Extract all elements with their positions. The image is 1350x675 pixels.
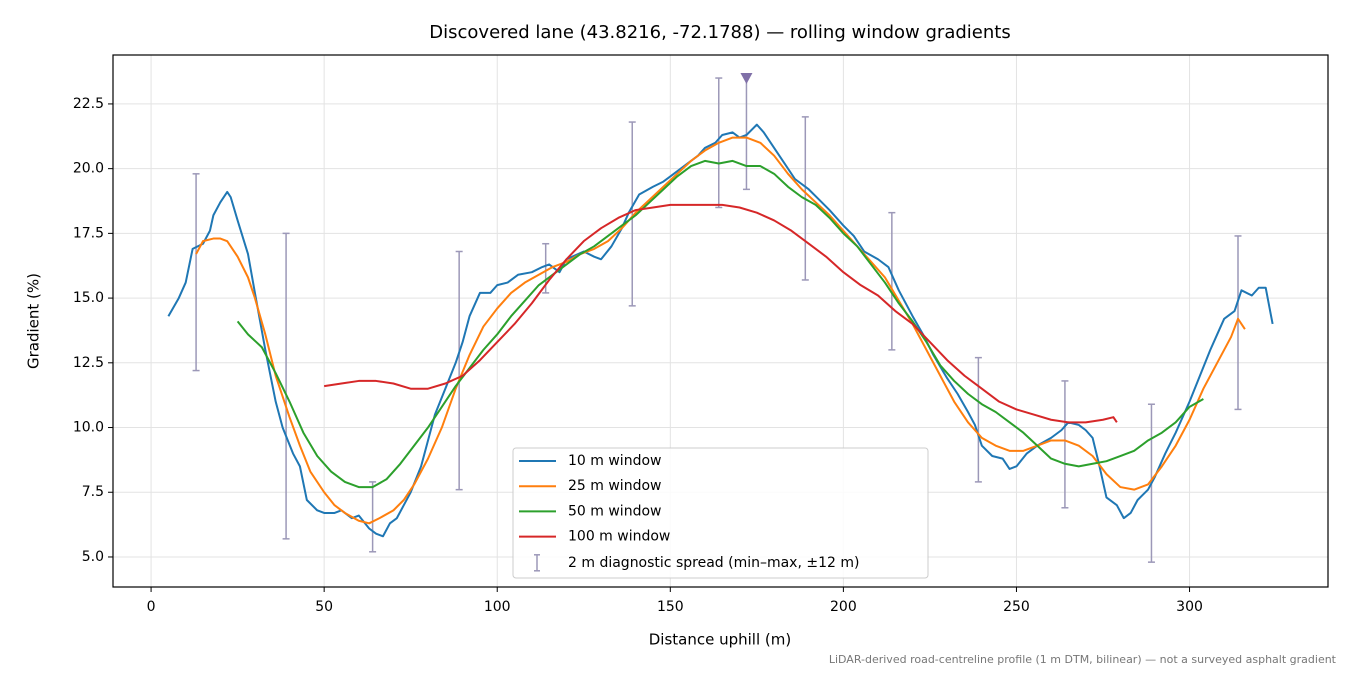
y-tick-label: 20.0	[73, 161, 104, 177]
legend-label: 2 m diagnostic spread (min–max, ±12 m)	[568, 555, 859, 571]
plot-frame	[112, 54, 1329, 588]
series-line	[324, 203, 1118, 424]
off-scale-marker	[740, 73, 753, 84]
y-tick-label: 7.5	[82, 484, 104, 500]
x-axis-label: Distance uphill (m)	[649, 631, 791, 649]
y-tick-label: 5.0	[82, 549, 104, 565]
x-tick-label: 150	[657, 599, 684, 615]
x-tick-label: 300	[1176, 599, 1203, 615]
footnote: LiDAR-derived road-centreline profile (1…	[829, 653, 1337, 666]
legend-label: 100 m window	[568, 529, 670, 545]
x-tick-label: 200	[830, 599, 857, 615]
y-axis-label: Gradient (%)	[25, 273, 43, 369]
y-tick-label: 12.5	[73, 355, 104, 371]
y-tick-label: 10.0	[73, 420, 104, 436]
legend-label: 50 m window	[568, 503, 661, 519]
x-tick-label: 50	[315, 599, 333, 615]
chart-title: Discovered lane (43.8216, -72.1788) — ro…	[429, 22, 1010, 43]
x-tick-label: 100	[484, 599, 511, 615]
y-tick-label: 15.0	[73, 290, 104, 306]
x-tick-label: 250	[1003, 599, 1030, 615]
series-line	[167, 123, 1274, 538]
series-line	[195, 136, 1246, 525]
y-tick-label: 17.5	[73, 225, 104, 241]
legend-label: 10 m window	[568, 453, 661, 469]
y-tick-label: 22.5	[73, 96, 104, 112]
x-tick-label: 0	[147, 599, 156, 615]
series-line	[236, 159, 1204, 489]
legend-label: 25 m window	[568, 478, 661, 494]
legend-box	[512, 447, 929, 579]
